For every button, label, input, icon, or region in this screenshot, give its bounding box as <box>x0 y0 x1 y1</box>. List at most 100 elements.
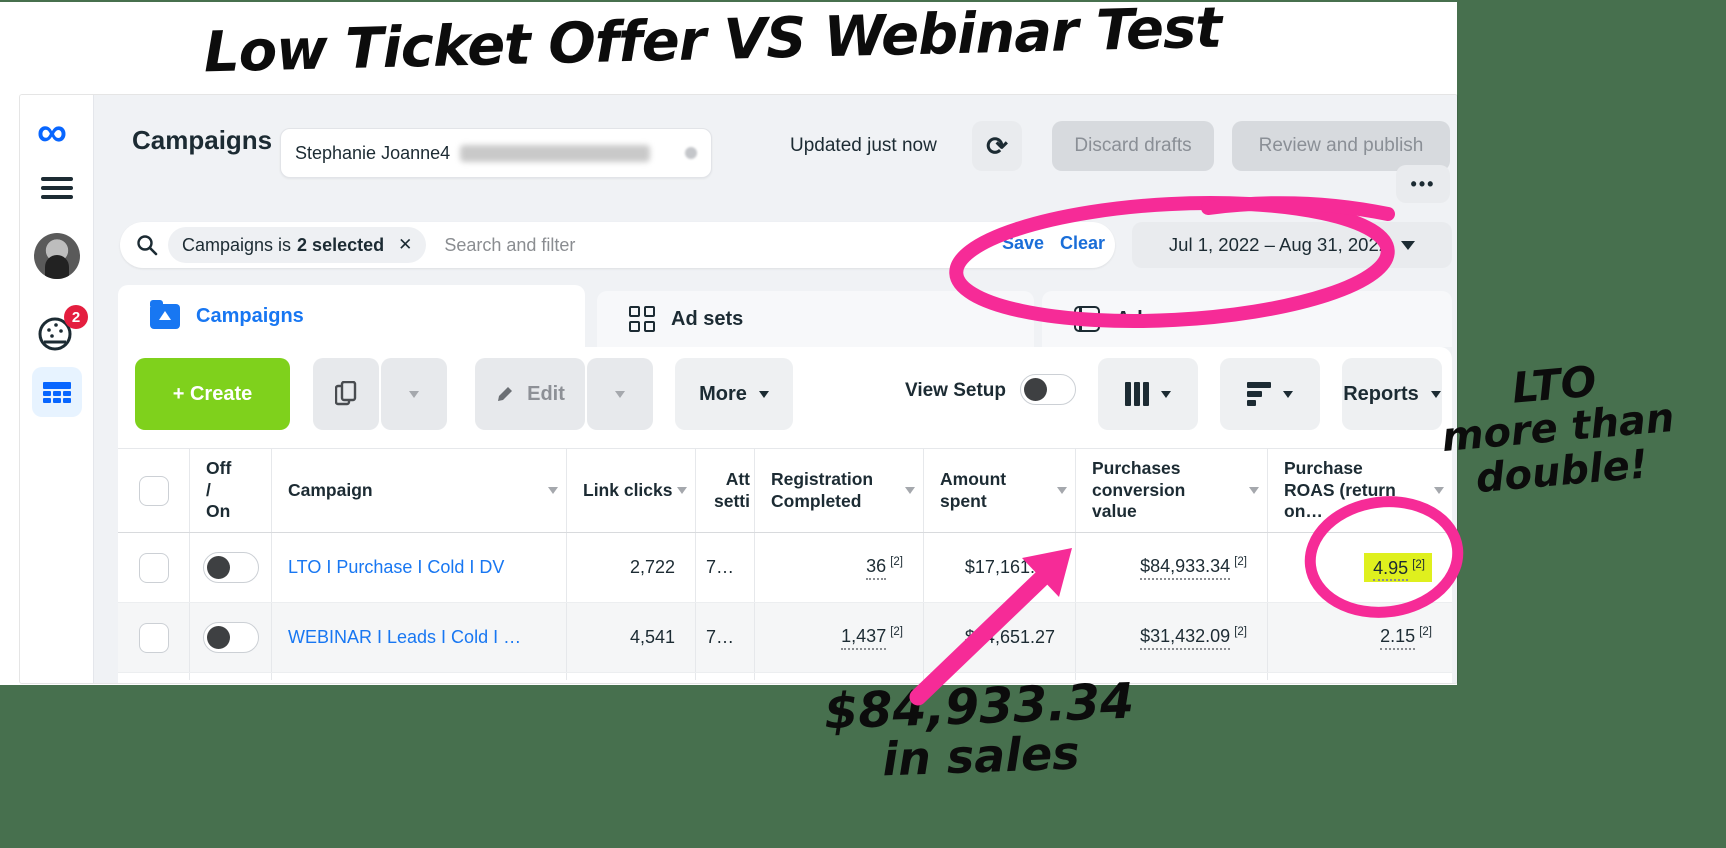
table-row-stub <box>118 673 1452 680</box>
refresh-icon: ⟳ <box>986 130 1008 161</box>
more-button[interactable]: More <box>675 358 793 430</box>
pencil-icon <box>498 387 513 401</box>
sales-annotation: $84,933.34 in sales <box>823 672 1136 787</box>
reports-button[interactable]: Reports <box>1342 358 1442 430</box>
date-range-selector[interactable]: Jul 1, 2022 – Aug 31, 2022 <box>1132 222 1452 268</box>
row-checkbox[interactable] <box>138 622 169 653</box>
toggle-knob <box>206 555 230 579</box>
campaigns-table: Off / On Campaign Link clicks Att setti … <box>118 448 1452 680</box>
tab-campaigns[interactable]: Campaigns <box>118 285 585 347</box>
campaign-toggle[interactable] <box>202 622 259 653</box>
table-header-row: Off / On Campaign Link clicks Att setti … <box>118 448 1452 533</box>
header-purchases-value[interactable]: Purchases conversion value <box>1076 449 1268 532</box>
view-setup-label: View Setup <box>905 380 1007 401</box>
nav-campaigns-table[interactable] <box>32 367 82 417</box>
meta-logo-icon[interactable]: ∞ <box>37 108 67 155</box>
ads-icon <box>1074 306 1100 332</box>
amount-spent-value: $17,161.54 <box>924 533 1076 602</box>
link-clicks-value: 4,541 <box>567 603 696 672</box>
amount-spent-value: $14,651.27 <box>924 603 1076 672</box>
header-campaign[interactable]: Campaign <box>272 449 567 532</box>
chevron-down-icon <box>409 390 419 398</box>
header-registration[interactable]: Registration Completed <box>755 449 924 532</box>
table-row: LTO I Purchase I Cold I DV 2,722 7… 36 [2… <box>118 533 1452 603</box>
row-checkbox[interactable] <box>138 552 169 583</box>
chip-close-icon[interactable]: ✕ <box>398 235 413 254</box>
header-amount-spent[interactable]: Amount spent <box>924 449 1076 532</box>
registration-value: 36 [2] <box>755 533 924 602</box>
toggle-knob <box>1024 377 1047 401</box>
roas-value: 4.95 [2] <box>1268 533 1452 602</box>
menu-icon[interactable] <box>41 177 73 199</box>
filter-chip[interactable]: Campaigns is 2 selected ✕ <box>168 227 427 263</box>
tab-ads-label: Ads <box>1116 307 1154 330</box>
att-setting-value: 7… <box>696 533 755 602</box>
chevron-down-icon <box>1430 390 1441 398</box>
tab-ad-sets[interactable]: Ad sets <box>597 291 1034 347</box>
duplicate-button[interactable] <box>313 358 379 430</box>
campaign-toggle[interactable] <box>202 552 259 583</box>
select-all-checkbox[interactable] <box>138 475 169 506</box>
sort-caret-icon <box>905 487 915 494</box>
account-name-redacted <box>460 144 651 162</box>
chevron-down-icon <box>1401 240 1416 250</box>
link-clicks-value: 2,722 <box>567 533 696 602</box>
reports-label: Reports <box>1343 382 1419 405</box>
breakdown-button[interactable] <box>1220 358 1320 430</box>
gauge-icon <box>38 317 72 351</box>
save-filter-link[interactable]: Save <box>1002 233 1045 253</box>
notifications-item[interactable]: 2 <box>36 305 88 353</box>
columns-button[interactable] <box>1098 358 1198 430</box>
notification-badge: 2 <box>64 305 88 329</box>
ellipsis-icon: ••• <box>1410 173 1436 194</box>
sort-caret-icon <box>548 487 558 494</box>
roas-annotation: LTO more than double! <box>1439 356 1677 502</box>
search-filter-bar[interactable]: Campaigns is 2 selected ✕ <box>120 222 1115 268</box>
header-link-clicks[interactable]: Link clicks <box>567 449 696 532</box>
refresh-button[interactable]: ⟳ <box>972 121 1022 171</box>
purchases-value: $31,432.09 [2] <box>1076 603 1268 672</box>
highlighted-roas: 4.95 [2] <box>1364 553 1432 582</box>
table-grid-icon <box>43 381 71 403</box>
left-nav: ∞ 2 <box>20 95 94 683</box>
updated-status: Updated just now <box>790 135 937 156</box>
breakdown-icon <box>1247 382 1271 406</box>
overflow-menu-button[interactable]: ••• <box>1396 165 1450 203</box>
chevron-down-icon <box>1283 390 1293 398</box>
tab-campaigns-label: Campaigns <box>196 304 304 327</box>
campaigns-folder-icon <box>150 299 180 329</box>
duplicate-icon <box>335 381 357 406</box>
account-pill-icon <box>685 147 697 159</box>
header-att-setting[interactable]: Att setti <box>696 449 755 532</box>
page-title: Campaigns <box>132 125 273 155</box>
edit-caret-button[interactable] <box>587 358 653 430</box>
att-setting-value: 7… <box>696 603 755 672</box>
columns-icon <box>1125 382 1149 406</box>
ad-sets-icon <box>629 306 655 332</box>
ads-manager-window: ∞ 2 Campaigns Stephanie Joanne4 Updated … <box>20 95 1457 683</box>
sort-caret-icon <box>1057 487 1067 494</box>
create-button[interactable]: + Create <box>135 358 290 430</box>
registration-value: 1,437 [2] <box>755 603 924 672</box>
search-input[interactable] <box>444 234 1099 256</box>
tab-ads[interactable]: Ads <box>1042 291 1452 347</box>
duplicate-caret-button[interactable] <box>381 358 447 430</box>
avatar[interactable] <box>34 233 80 279</box>
search-icon <box>137 235 158 256</box>
edit-label: Edit <box>527 382 565 405</box>
clear-filter-link[interactable]: Clear <box>1060 233 1106 253</box>
campaign-link[interactable]: LTO I Purchase I Cold I DV <box>288 557 505 577</box>
header-off-on: Off / On <box>190 449 272 532</box>
sort-caret-icon <box>1249 487 1259 494</box>
filter-chip-count: 2 selected <box>297 234 385 255</box>
discard-drafts-button[interactable]: Discard drafts <box>1052 121 1214 171</box>
review-publish-button[interactable]: Review and publish <box>1232 121 1450 171</box>
more-label: More <box>699 382 747 405</box>
view-setup-toggle[interactable] <box>1020 374 1076 405</box>
campaign-link[interactable]: WEBINAR I Leads I Cold I … <box>288 627 522 647</box>
campaigns-panel: + Create Edit More View Setup <box>118 347 1452 683</box>
chevron-down-icon <box>758 390 769 398</box>
edit-button[interactable]: Edit <box>475 358 585 430</box>
account-selector[interactable]: Stephanie Joanne4 <box>280 128 712 178</box>
